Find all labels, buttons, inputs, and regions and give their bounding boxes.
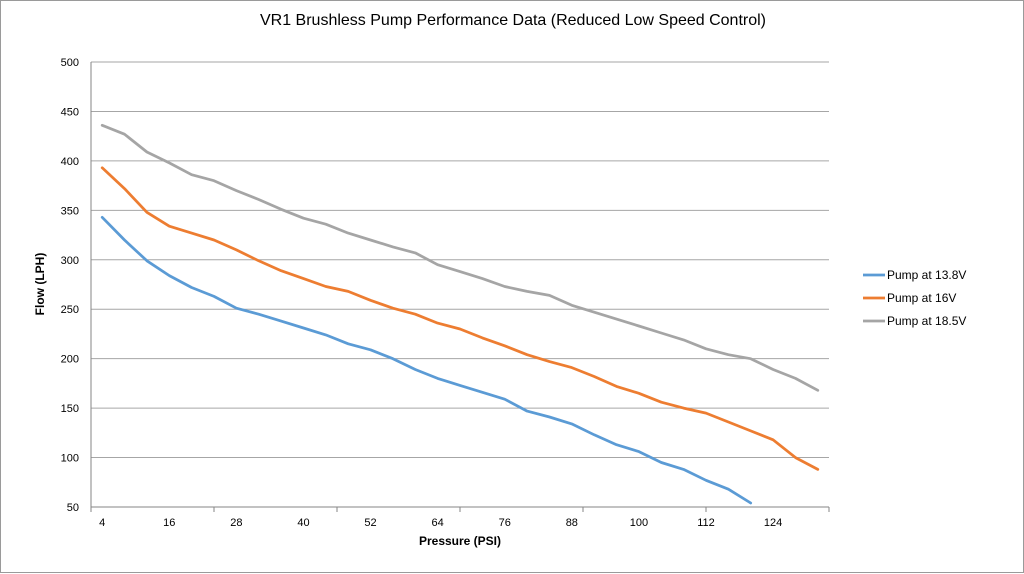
y-tick-label: 400 (61, 156, 79, 168)
x-axis-title: Pressure (PSI) (419, 534, 501, 548)
x-tick-label: 16 (163, 517, 175, 529)
y-tick-label: 300 (61, 255, 79, 267)
y-tick-label: 500 (61, 57, 79, 69)
y-tick-label: 450 (61, 106, 79, 118)
y-tick-label: 350 (61, 205, 79, 217)
chart-text: VR1 Brushless Pump Performance Data (Red… (33, 12, 782, 548)
x-tick-label: 76 (499, 517, 511, 529)
gridlines (91, 61, 829, 508)
y-tick-label: 200 (61, 354, 79, 366)
y-tick-label: 250 (61, 304, 79, 316)
legend-label-1: Pump at 13.8V (887, 268, 966, 282)
axes (90, 62, 830, 512)
legend: Pump at 13.8V Pump at 16V Pump at 18.5V (863, 268, 966, 328)
series-line-2 (100, 166, 820, 471)
x-tick-label: 4 (99, 517, 105, 529)
legend-label-3: Pump at 18.5V (887, 314, 966, 328)
legend-label-2: Pump at 16V (887, 291, 956, 305)
x-tick-label: 100 (630, 517, 648, 529)
y-axis-title: Flow (LPH) (33, 253, 47, 316)
y-tick-label: 150 (61, 403, 79, 415)
series-line-1 (100, 215, 753, 505)
x-tick-label: 88 (566, 517, 578, 529)
y-tick-label: 50 (67, 502, 79, 514)
x-tick-label: 28 (230, 517, 242, 529)
x-tick-label: 112 (697, 517, 715, 529)
series-line-3 (100, 123, 820, 392)
chart-title: VR1 Brushless Pump Performance Data (Red… (260, 12, 766, 29)
x-tick-label: 64 (432, 517, 444, 529)
x-tick-label: 124 (764, 517, 782, 529)
x-tick-label: 52 (364, 517, 376, 529)
x-tick-label: 40 (297, 517, 309, 529)
series-lines (100, 123, 820, 505)
y-tick-label: 100 (61, 453, 79, 465)
